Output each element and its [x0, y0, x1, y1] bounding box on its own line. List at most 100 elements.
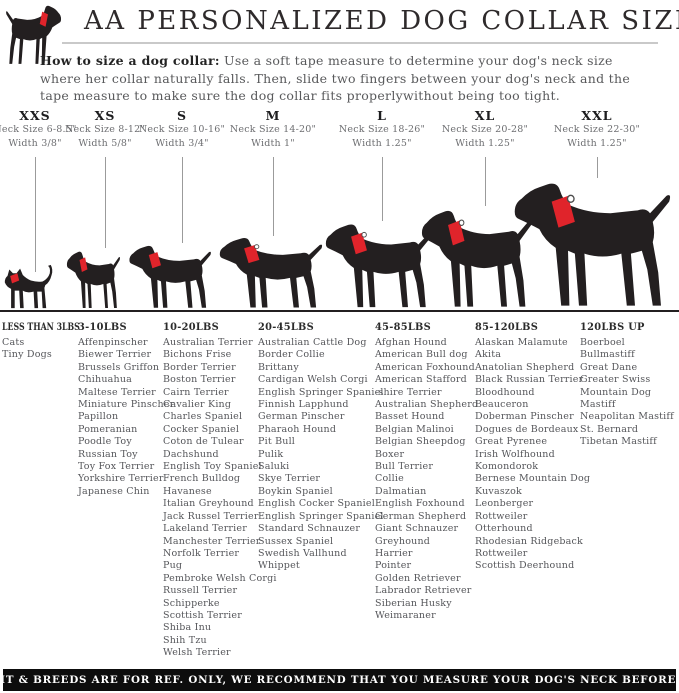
breed-item: Dalmatian	[375, 485, 427, 497]
breed-item: Boerboel	[580, 337, 625, 348]
breed-item: Russian Toy	[78, 448, 138, 460]
dog-silhouette-s	[128, 244, 214, 310]
breed-item: English Springer Spaniel	[258, 386, 384, 398]
neck-size-text: Neck Size 8-12"	[65, 124, 145, 135]
breed-item: Havanese	[163, 485, 212, 497]
breed-list: Alaskan Malamute Akita Anatolian Shepherd B…	[475, 337, 590, 573]
size-column-s: S Neck Size 10-16" Width 3/4"	[127, 108, 237, 151]
pointer-line-xxl	[597, 157, 598, 178]
collar-width-text: Width 5/8"	[78, 138, 132, 149]
breed-item: American Bull dog	[375, 349, 468, 361]
breed-list: Australian Cattle Dog Border Collie Britta…	[258, 337, 384, 573]
breed-item: Alaskan Malamute	[475, 337, 568, 348]
breed-item: Rottweiler	[475, 510, 528, 522]
dog-silhouette-l	[324, 222, 436, 310]
breed-item: Jack Russel Terrier	[163, 510, 259, 522]
breed-item: Siberian Husky	[375, 597, 452, 609]
breed-item: Russell Terrier	[163, 585, 238, 597]
breed-item: Otterhound	[475, 523, 533, 535]
breed-item: English Cocker Spaniel	[258, 498, 375, 510]
neck-size-text: Neck Size 20-28"	[441, 124, 529, 135]
breed-item: Boxer	[375, 448, 405, 460]
collar-width-text: Width 3/8"	[8, 138, 62, 149]
weight-group-column-1: 3-10LBS Affenpinscher Biewer Terrier Bruss…	[78, 322, 174, 498]
breed-item: Akita	[475, 349, 502, 361]
breed-item: Papillon	[78, 411, 119, 423]
instructions-lead: How to size a dog collar:	[40, 53, 220, 68]
breed-item: Bullmastiff	[580, 349, 635, 361]
breed-item: English Toy Spaniel	[163, 461, 262, 473]
breed-item: Australian Terrier	[163, 337, 253, 348]
collar-width-text: Width 1.25"	[455, 138, 515, 149]
breed-item: Standard Schnauzer	[258, 523, 361, 535]
breed-item: Belgian Sheepdog	[375, 436, 466, 448]
breed-item: Chihuahua	[78, 374, 133, 386]
breed-item: Harrier	[375, 547, 413, 559]
breed-item: Whippet	[258, 560, 300, 572]
breed-item: Manchester Terrier	[163, 535, 261, 547]
footer-disclaimer-bar: DOG WEIGHT & BREEDS ARE FOR REF. ONLY, W…	[0, 669, 679, 691]
pointer-line-xs	[105, 157, 106, 248]
neck-size-text: Neck Size 14-20"	[229, 124, 317, 135]
breed-item: Affenpinscher	[78, 337, 148, 348]
breed-list: Cats Tiny Dogs	[2, 337, 99, 362]
size-label: M	[265, 108, 281, 123]
page-title: AA PERSONALIZED DOG COLLAR SIZE GUIDE	[84, 6, 679, 36]
breed-item: Pulik	[258, 448, 284, 460]
breed-item: Scottish Terrier	[163, 609, 242, 621]
sizing-instructions: How to size a dog collar: Use a soft tap…	[40, 52, 648, 105]
breed-item: English Springer Spaniel	[258, 510, 384, 522]
breed-item: Rhodesian Ridgeback	[475, 535, 584, 547]
breed-item: Labrador Retriever	[375, 585, 472, 597]
breed-item: Cavalier King	[163, 399, 232, 411]
ground-line	[0, 310, 679, 312]
neck-size-text: Neck Size 22-30"	[553, 124, 641, 135]
breed-item: Mastiff	[580, 399, 616, 411]
breed-item: Bichons Frise	[163, 349, 232, 361]
dog-silhouette-xs	[66, 250, 122, 310]
breed-item: Dogues de Bordeaux	[475, 423, 579, 435]
breed-item: Pointer	[375, 560, 412, 572]
breed-item: Doberman Pinscher	[475, 411, 574, 423]
breed-item: Neapolitan Mastiff	[580, 411, 674, 423]
breed-item: Pomeranian	[78, 423, 138, 435]
breed-item: Charles Spaniel	[163, 411, 243, 423]
breed-item: Rottweiler	[475, 547, 528, 559]
breed-item: Pit Bull	[258, 436, 296, 448]
size-column-xxs: XXS Neck Size 6-8.5" Width 3/8"	[0, 108, 90, 151]
collar-width-text: Width 1.25"	[567, 138, 627, 149]
size-column-l: L Neck Size 18-26" Width 1.25"	[327, 108, 437, 151]
weight-group-header: 85-120LBS	[475, 322, 539, 333]
breed-item: Shih Tzu	[163, 634, 207, 646]
breed-list: Afghan Hound American Bull dog American Fo…	[375, 337, 478, 622]
breed-item: Komondorok	[475, 461, 539, 473]
breed-item: Shiba Inu	[163, 622, 212, 634]
pointer-line-m	[273, 157, 274, 236]
breed-item: Yorkshire Terrier	[78, 473, 164, 485]
breed-item: Bernese Mountain Dog	[475, 473, 591, 485]
breed-item: Collie	[375, 473, 404, 485]
breed-item: Giant Schnauzer	[375, 523, 459, 535]
weight-group-column-0: LESS THAN 3LBS Cats Tiny Dogs	[2, 322, 99, 362]
size-column-xxl: XXL Neck Size 22-30" Width 1.25"	[542, 108, 652, 151]
dog-silhouette-m	[218, 236, 326, 310]
breed-item: Skye Terrier	[258, 473, 321, 485]
breed-item: -shire Terrier	[375, 386, 442, 398]
dog-silhouette-xl	[420, 208, 536, 310]
breed-item: Maltese Terrier	[78, 386, 156, 398]
breed-item: Cardigan Welsh Corgi	[258, 374, 368, 386]
breed-item: Schipperke	[163, 597, 220, 609]
breed-list: Affenpinscher Biewer Terrier Brussels Grif…	[78, 337, 174, 498]
weight-group-header: 20-45LBS	[258, 322, 314, 333]
neck-size-text: Neck Size 6-8.5"	[0, 124, 77, 135]
breed-item: Cocker Spaniel	[163, 423, 240, 435]
size-column-xl: XL Neck Size 20-28" Width 1.25"	[430, 108, 540, 151]
breed-item: Cats	[2, 337, 25, 348]
instructions-body: Use a soft tape measure to determine you…	[40, 53, 631, 103]
weight-group-column-4: 45-85LBS Afghan Hound American Bull dog Am…	[375, 322, 478, 622]
breed-item: Anatolian Shepherd	[475, 361, 575, 373]
collar-width-text: Width 3/4"	[155, 138, 209, 149]
breed-item: Italian Greyhound	[163, 498, 254, 510]
pointer-line-l	[382, 157, 383, 221]
